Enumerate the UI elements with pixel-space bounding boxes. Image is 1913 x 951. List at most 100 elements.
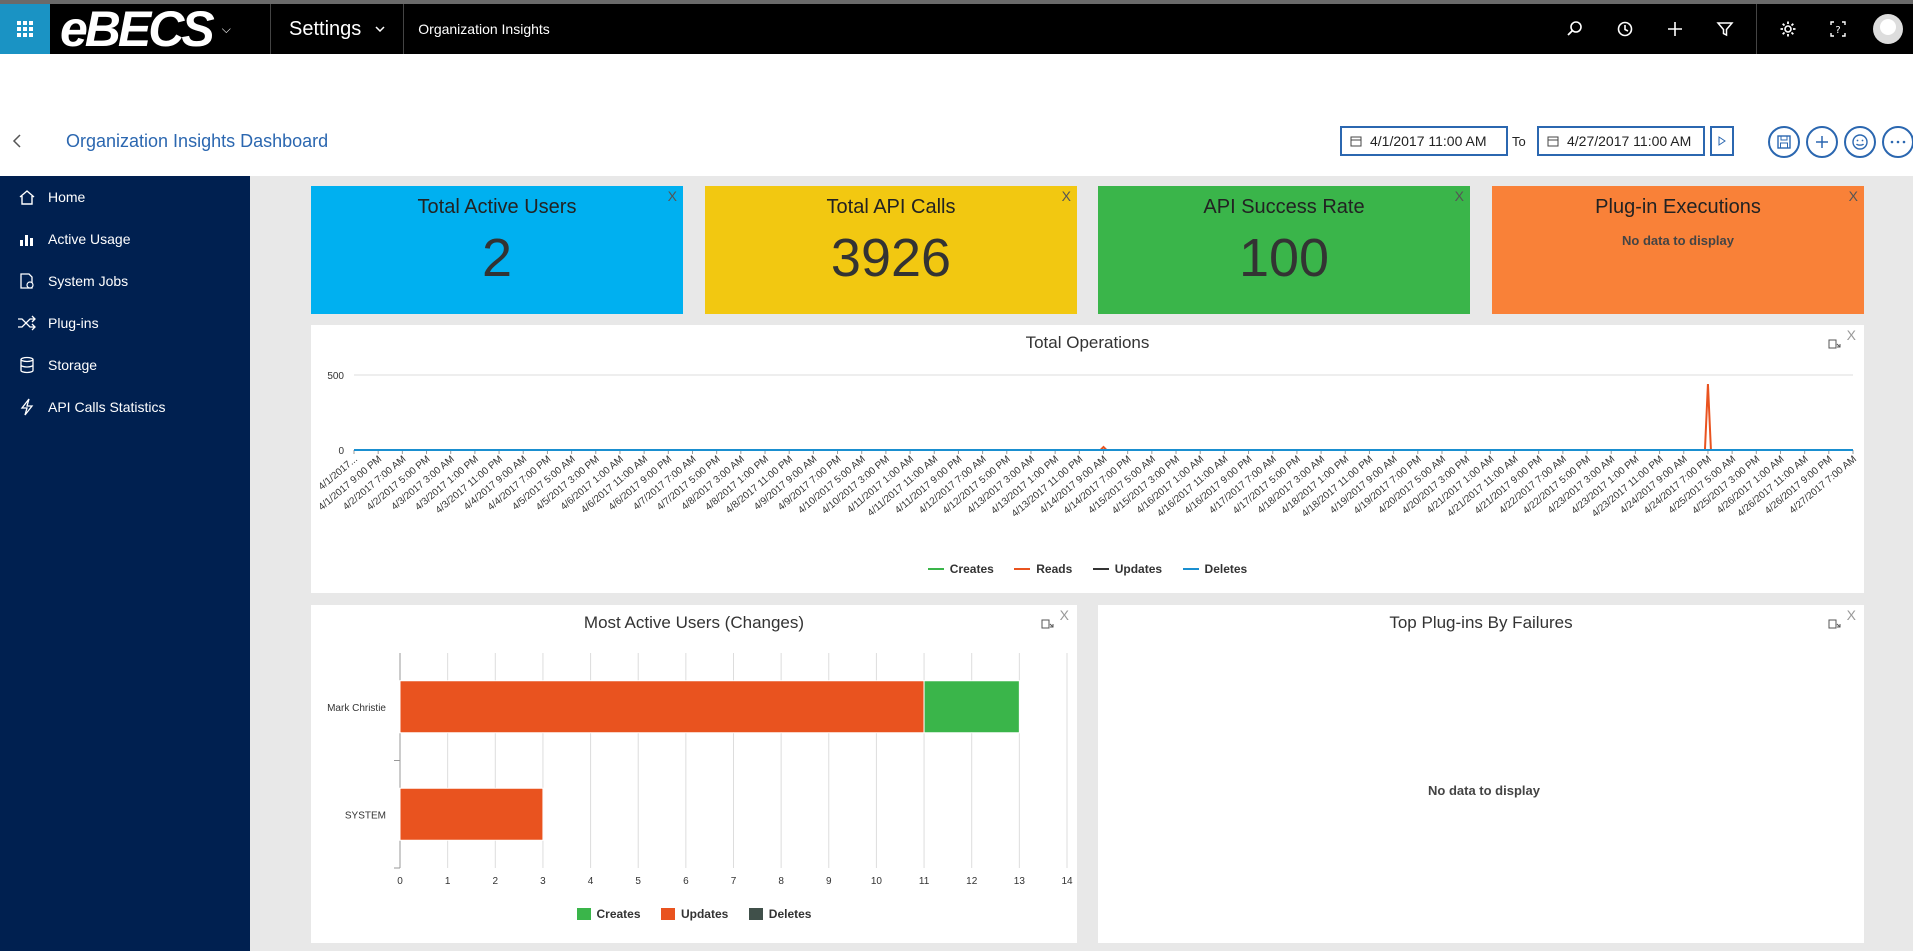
legend-label: Creates (596, 907, 641, 921)
date-to-value: 4/27/2017 11:00 AM (1567, 133, 1692, 149)
settings-label: Settings (289, 17, 362, 40)
sidebar-item-home[interactable]: Home (0, 176, 250, 218)
x-tick-label: 8 (778, 876, 784, 887)
chart-title: Most Active Users (Changes) (583, 613, 805, 632)
legend-item[interactable]: Reads (1014, 562, 1072, 576)
jobs-icon (14, 271, 40, 291)
to-label: To (1512, 134, 1526, 149)
home-icon (14, 187, 40, 207)
advanced-find-button[interactable] (1700, 4, 1750, 54)
legend-item[interactable]: Creates (576, 907, 641, 921)
date-from-value: 4/1/2017 11:00 AM (1370, 133, 1487, 149)
legend-item[interactable]: Updates (1092, 562, 1162, 576)
chevron-down-icon: ⌵ (221, 21, 231, 36)
chart-title: Total Operations (1025, 333, 1150, 352)
y-category-label: Mark Christie (327, 703, 386, 714)
tile-api-success-rate[interactable]: API Success Rate 100 X (1098, 186, 1470, 314)
app-launcher-button[interactable] (0, 4, 50, 54)
history-icon (1617, 21, 1633, 37)
sidebar-item-storage[interactable]: Storage (0, 344, 250, 386)
sidebar-item-active-usage[interactable]: Active Usage (0, 218, 250, 260)
chart-options-button[interactable] (1828, 337, 1842, 356)
chart-options-button[interactable] (1828, 617, 1842, 636)
feedback-button[interactable] (1844, 126, 1876, 158)
x-tick-label: 0 (397, 876, 403, 887)
date-from-field[interactable]: 4/1/2017 11:00 AM (1340, 126, 1508, 156)
help-button[interactable]: ? (1813, 4, 1863, 54)
chevron-left-icon (12, 134, 21, 148)
sidebar-item-label: Plug-ins (48, 315, 99, 331)
sidebar-item-plugins[interactable]: Plug-ins (0, 302, 250, 344)
legend-label: Creates (949, 562, 994, 576)
sidebar-item-api-calls[interactable]: API Calls Statistics (0, 386, 250, 428)
chart-settings-icon (1828, 619, 1841, 629)
back-button[interactable] (12, 134, 22, 153)
close-icon[interactable]: X (1059, 607, 1069, 623)
close-icon[interactable]: X (1848, 188, 1858, 204)
y-category-label: SYSTEM (345, 810, 386, 821)
tile-plugin-executions[interactable]: Plug-in Executions No data to display X (1492, 186, 1864, 314)
x-tick-label: 13 (1014, 876, 1026, 887)
close-icon[interactable]: X (1846, 327, 1856, 343)
bar (399, 680, 925, 734)
legend-swatch (1182, 568, 1199, 570)
calendar-icon (1547, 136, 1559, 147)
bar (399, 787, 544, 841)
sidebar-item-system-jobs[interactable]: System Jobs (0, 260, 250, 302)
close-icon[interactable]: X (667, 188, 677, 204)
x-tick-label: 11 (919, 876, 930, 887)
tile-total-api-calls[interactable]: Total API Calls 3926 X (705, 186, 1077, 314)
legend-item[interactable]: Creates (927, 562, 994, 576)
tile-total-active-users[interactable]: Total Active Users 2 X (311, 186, 683, 314)
legend-item[interactable]: Deletes (1182, 562, 1248, 576)
create-button[interactable] (1650, 4, 1700, 54)
play-icon (1718, 136, 1726, 146)
settings-button[interactable] (1763, 4, 1813, 54)
x-tick-label: 14 (1061, 876, 1073, 887)
bar (923, 680, 1020, 734)
legend-swatch (927, 568, 944, 570)
legend-swatch (748, 908, 763, 920)
dashboard-header: Organization Insights Dashboard 4/1/2017… (0, 54, 1913, 176)
chart-settings-icon (1828, 339, 1841, 349)
legend-label: Deletes (1204, 562, 1248, 576)
recent-button[interactable] (1600, 4, 1650, 54)
search-button[interactable] (1550, 4, 1600, 54)
divider (403, 4, 405, 54)
close-icon[interactable]: X (1061, 188, 1071, 204)
settings-menu[interactable]: Settings (271, 4, 403, 54)
page-title: Organization Insights Dashboard (66, 131, 329, 151)
apply-date-button[interactable] (1710, 126, 1734, 156)
sidebar-item-label: Home (48, 189, 86, 205)
close-icon[interactable]: X (1846, 607, 1856, 623)
x-tick-label: 3 (540, 876, 546, 887)
legend-item[interactable]: Updates (660, 907, 729, 921)
legend-swatch (1092, 568, 1109, 570)
svg-text:?: ? (1835, 25, 1840, 36)
legend-item[interactable]: Deletes (748, 907, 811, 921)
legend-swatch (1014, 568, 1031, 570)
close-icon[interactable]: X (1454, 188, 1464, 204)
x-tick-label: 6 (683, 876, 689, 887)
shuffle-icon (14, 313, 40, 333)
top-nav-bar: eBECS ⌵ Settings Organization Insights ? (0, 0, 1913, 54)
chart-settings-icon (1041, 619, 1054, 629)
logo-menu[interactable]: eBECS ⌵ (50, 4, 270, 54)
module-breadcrumb[interactable]: Organization Insights (418, 21, 550, 37)
chart-options-button[interactable] (1041, 617, 1055, 636)
save-button[interactable] (1768, 126, 1800, 158)
plus-icon (1816, 136, 1828, 148)
help-icon: ? (1830, 21, 1846, 37)
sidebar: Home Active Usage System Jobs Plug-ins S… (0, 176, 250, 951)
legend-label: Updates (680, 907, 729, 921)
add-tile-button[interactable] (1806, 126, 1838, 158)
no-data-message: No data to display (1428, 783, 1540, 798)
y-tick-label: 500 (327, 371, 344, 382)
more-options-button[interactable] (1882, 126, 1913, 158)
tile-value: 2 (481, 228, 513, 288)
tile-value: 100 (1238, 228, 1330, 288)
gear-icon (1780, 21, 1796, 37)
user-profile-button[interactable] (1863, 4, 1913, 54)
date-to-field[interactable]: 4/27/2017 11:00 AM (1537, 126, 1705, 156)
